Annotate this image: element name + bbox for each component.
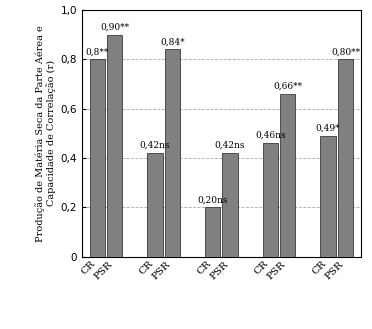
Bar <box>338 59 353 257</box>
Text: 0,8**: 0,8** <box>86 47 109 56</box>
Bar <box>107 35 122 257</box>
Text: 0,90**: 0,90** <box>100 23 129 32</box>
Bar <box>147 153 163 257</box>
Bar <box>222 153 238 257</box>
Text: 0,49*: 0,49* <box>316 124 340 133</box>
Bar <box>280 94 295 257</box>
Y-axis label: Produção de Matéria Seca da Parte Aérea e
Capacidade de Correlação (r): Produção de Matéria Seca da Parte Aérea … <box>35 25 56 241</box>
Text: 0,42ns: 0,42ns <box>140 141 170 150</box>
Text: 0,66**: 0,66** <box>273 82 302 91</box>
Bar <box>320 136 336 257</box>
Bar <box>263 143 278 257</box>
Bar <box>90 59 105 257</box>
Text: 0,42ns: 0,42ns <box>215 141 245 150</box>
Text: 0,84*: 0,84* <box>160 38 185 46</box>
Bar <box>205 207 220 257</box>
Text: 0,80**: 0,80** <box>331 47 360 56</box>
Bar <box>164 49 180 257</box>
Text: 0,46ns: 0,46ns <box>255 131 286 140</box>
Text: 0,20ns: 0,20ns <box>198 195 228 204</box>
